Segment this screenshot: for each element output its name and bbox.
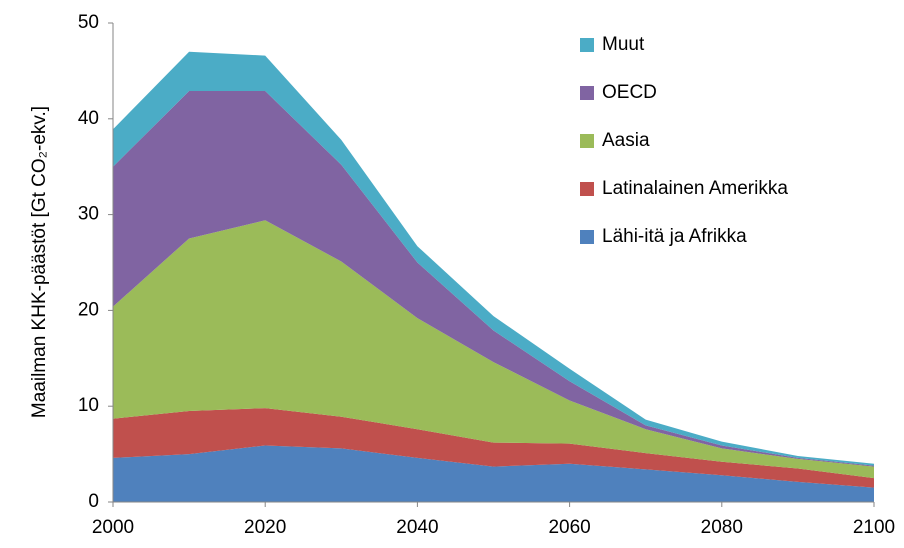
area — [113, 445, 874, 502]
x-tick-label: 2020 — [244, 517, 286, 538]
legend-label: Latinalainen Amerikka — [602, 178, 788, 199]
x-tick-label: 2080 — [701, 517, 743, 538]
legend-label: Aasia — [602, 130, 650, 151]
y-axis-label: Maailman KHK-päästöt [Gt CO₂-ekv.] — [29, 106, 50, 418]
legend-swatch — [580, 38, 594, 52]
x-tick-label: 2000 — [92, 517, 134, 538]
legend-label: OECD — [602, 82, 657, 103]
y-tick-label: 50 — [78, 12, 99, 33]
y-tick-label: 40 — [78, 108, 99, 129]
legend-label: Muut — [602, 34, 645, 55]
area — [113, 408, 874, 488]
area — [113, 91, 874, 467]
area — [113, 220, 874, 479]
x-tick-label: 2040 — [396, 517, 438, 538]
x-tick-label: 2060 — [548, 517, 590, 538]
legend-label: Lähi-itä ja Afrikka — [602, 226, 747, 247]
y-tick-label: 30 — [78, 204, 99, 225]
y-tick-label: 20 — [78, 299, 99, 320]
y-tick-label: 0 — [88, 491, 99, 512]
legend-swatch — [580, 230, 594, 244]
legend-swatch — [580, 182, 594, 196]
y-tick-label: 10 — [78, 395, 99, 416]
legend-swatch — [580, 86, 594, 100]
legend-swatch — [580, 134, 594, 148]
x-tick-label: 2100 — [853, 517, 895, 538]
